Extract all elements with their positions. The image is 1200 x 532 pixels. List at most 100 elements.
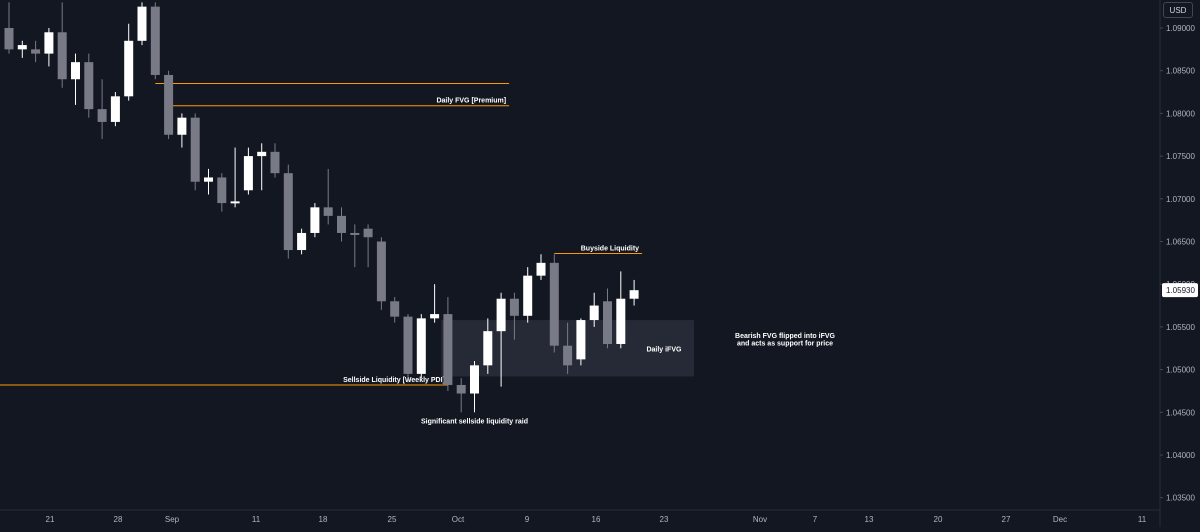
candle[interactable] xyxy=(523,267,533,323)
time-tick-label: 16 xyxy=(592,515,601,524)
candle[interactable] xyxy=(589,292,599,327)
candle-body xyxy=(177,117,187,135)
candle[interactable] xyxy=(110,92,120,127)
candle[interactable] xyxy=(390,297,400,323)
time-tick-label: 28 xyxy=(114,515,123,524)
candle[interactable] xyxy=(470,361,479,413)
candle-body xyxy=(456,384,466,394)
candle[interactable] xyxy=(243,147,253,195)
time-tick-label: 23 xyxy=(660,515,669,524)
last-price-badge[interactable] xyxy=(1162,283,1198,298)
candle[interactable] xyxy=(31,40,41,63)
price-tick-label: 1.04000 xyxy=(1166,451,1195,460)
candle[interactable] xyxy=(337,207,346,242)
last-price-label: 1.05930 xyxy=(1166,286,1195,295)
time-tick-label: 13 xyxy=(865,515,874,524)
candle[interactable] xyxy=(350,224,360,268)
candle[interactable] xyxy=(177,113,187,148)
candle[interactable] xyxy=(137,2,147,46)
candle-body xyxy=(137,6,147,41)
candle[interactable] xyxy=(509,292,519,340)
candle[interactable] xyxy=(496,292,506,387)
time-tick-label: Oct xyxy=(452,515,465,524)
candle[interactable] xyxy=(536,254,546,280)
price-tick-label: 1.06500 xyxy=(1166,238,1195,247)
candle-body xyxy=(190,117,200,182)
candle[interactable] xyxy=(257,143,267,191)
candle-body xyxy=(97,109,107,122)
candle-body xyxy=(563,345,573,366)
candle[interactable] xyxy=(363,224,373,268)
candle-body xyxy=(430,314,440,319)
time-tick-label: 7 xyxy=(813,515,818,524)
candle-body xyxy=(549,262,559,346)
level-label: Sellside Liquidity [Weekly PDI] xyxy=(343,377,445,384)
candle[interactable] xyxy=(4,2,14,54)
candle-body xyxy=(204,177,213,182)
candle-body xyxy=(84,62,94,110)
candle-body xyxy=(243,156,253,191)
candle[interactable] xyxy=(217,173,227,212)
candle[interactable] xyxy=(297,228,307,255)
candle[interactable] xyxy=(44,28,54,67)
candle[interactable] xyxy=(443,297,453,391)
candle-body xyxy=(337,215,346,233)
candle[interactable] xyxy=(57,2,67,88)
candle[interactable] xyxy=(616,271,626,349)
candle[interactable] xyxy=(124,23,134,101)
candle[interactable] xyxy=(403,314,413,383)
price-tick-label: 1.07500 xyxy=(1166,152,1195,161)
candle[interactable] xyxy=(576,318,586,366)
price-tick-label: 1.03500 xyxy=(1166,494,1195,503)
level-label: Buyside Liquidity xyxy=(581,245,639,252)
annotation-text: Bearish FVG flipped into iFVG xyxy=(735,333,836,340)
candle[interactable] xyxy=(283,164,293,259)
candle[interactable] xyxy=(483,318,493,374)
candle-body xyxy=(470,365,479,394)
candle-body xyxy=(403,316,413,374)
candle[interactable] xyxy=(164,70,174,140)
candle-body xyxy=(616,298,626,344)
candle[interactable] xyxy=(323,168,333,225)
annotation-text: and acts as support for price xyxy=(737,341,833,348)
candle-body xyxy=(323,207,333,216)
price-tick-label: 1.05000 xyxy=(1166,366,1195,375)
candle-body xyxy=(576,320,586,360)
candle[interactable] xyxy=(270,143,280,178)
candle[interactable] xyxy=(84,53,94,118)
candle[interactable] xyxy=(310,203,320,238)
time-tick-label: Nov xyxy=(753,515,767,524)
candle[interactable] xyxy=(17,40,27,58)
candle[interactable] xyxy=(204,168,213,195)
candle[interactable] xyxy=(230,147,240,208)
candle[interactable] xyxy=(549,254,559,353)
candle[interactable] xyxy=(603,288,612,349)
candle-body xyxy=(283,173,293,251)
candle[interactable] xyxy=(376,237,386,310)
currency-badge[interactable]: USD xyxy=(1163,2,1193,18)
candle-body xyxy=(124,40,134,97)
candle-body xyxy=(110,96,120,122)
candle[interactable] xyxy=(430,284,440,323)
time-tick-label: 11 xyxy=(252,515,261,524)
candle-body xyxy=(483,331,493,366)
candle[interactable] xyxy=(563,322,573,374)
candle[interactable] xyxy=(71,53,80,105)
candle-body xyxy=(44,32,54,54)
candle[interactable] xyxy=(629,279,639,306)
candle-body xyxy=(496,298,506,332)
candle[interactable] xyxy=(150,2,160,80)
candle-body xyxy=(17,45,27,50)
time-tick-label: 11 xyxy=(1138,515,1147,524)
candle-body xyxy=(629,290,639,299)
price-tick-label: 1.04500 xyxy=(1166,408,1195,417)
time-tick-label: 18 xyxy=(319,515,328,524)
candle[interactable] xyxy=(416,314,426,379)
candle[interactable] xyxy=(190,113,200,191)
zone-label: Daily iFVG xyxy=(646,346,682,353)
candle[interactable] xyxy=(97,79,107,140)
candle[interactable] xyxy=(456,378,466,413)
time-tick-label: Dec xyxy=(1053,515,1067,524)
